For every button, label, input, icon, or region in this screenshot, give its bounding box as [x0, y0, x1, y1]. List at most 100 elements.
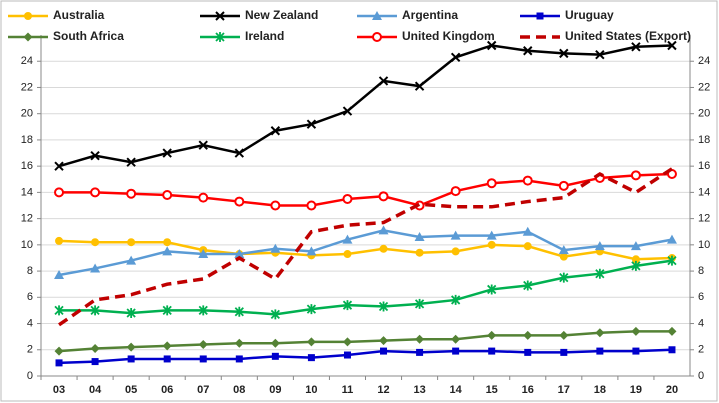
marker: [522, 175, 533, 186]
y2-tick-label: 10: [698, 239, 710, 251]
y2-tick-label: 20: [698, 108, 710, 120]
marker: [91, 358, 99, 366]
legend-label: Australia: [53, 8, 105, 22]
marker: [306, 200, 317, 211]
marker: [234, 148, 245, 158]
marker: [450, 230, 461, 240]
marker: [198, 340, 208, 350]
y-tick-label: 14: [21, 186, 33, 198]
marker: [127, 355, 135, 363]
marker: [126, 308, 136, 319]
y-tick-label: 22: [21, 81, 33, 93]
marker: [54, 305, 64, 316]
marker: [452, 347, 460, 355]
y2-tick-label: 8: [698, 265, 704, 277]
marker: [630, 241, 641, 251]
legend-label: Argentina: [402, 8, 458, 22]
marker: [558, 245, 569, 255]
series-line: [58, 330, 672, 353]
marker: [24, 12, 32, 20]
y2-tick-label: 12: [698, 213, 710, 225]
x-tick-label: 14: [450, 384, 463, 396]
series-line: [58, 348, 673, 365]
marker: [271, 352, 279, 360]
marker: [342, 337, 352, 347]
x-tick-label: 10: [305, 384, 317, 396]
marker: [54, 346, 64, 356]
marker: [487, 330, 497, 340]
y-tick-label: 24: [21, 55, 33, 67]
marker: [414, 231, 425, 241]
marker: [306, 304, 317, 315]
marker: [380, 347, 388, 355]
marker: [523, 242, 532, 251]
y2-tick-label: 22: [698, 81, 710, 93]
x-tick-label: 12: [377, 384, 389, 396]
marker: [90, 187, 101, 198]
x-tick-label: 20: [666, 384, 678, 396]
marker: [523, 330, 533, 340]
marker: [306, 337, 316, 347]
marker: [215, 11, 225, 21]
marker: [270, 126, 281, 136]
marker: [307, 354, 315, 362]
marker: [668, 346, 676, 354]
marker: [163, 238, 172, 247]
series-line: [58, 239, 673, 261]
marker: [378, 76, 389, 86]
marker: [162, 246, 173, 256]
x-tick-label: 13: [413, 384, 425, 396]
marker: [559, 252, 568, 261]
legend-label: New Zealand: [245, 8, 318, 22]
marker: [667, 326, 677, 336]
y-tick-label: 12: [21, 213, 33, 225]
marker: [199, 355, 207, 363]
marker: [416, 348, 424, 356]
marker: [415, 248, 424, 257]
marker: [91, 238, 100, 247]
x-tick-label: 18: [594, 384, 606, 396]
marker: [198, 192, 209, 203]
y-tick-label: 20: [21, 108, 33, 120]
marker: [162, 148, 172, 158]
y-tick-label: 0: [27, 370, 33, 382]
marker: [126, 157, 136, 167]
marker: [631, 326, 641, 336]
marker: [163, 355, 171, 363]
marker: [594, 241, 605, 251]
y2-tick-label: 14: [698, 186, 710, 198]
marker: [162, 190, 173, 201]
y2-tick-label: 24: [698, 55, 710, 67]
x-tick-label: 09: [269, 384, 281, 396]
marker: [342, 193, 353, 204]
marker: [342, 234, 353, 244]
marker: [630, 170, 641, 181]
marker: [486, 178, 497, 189]
marker: [234, 338, 244, 348]
x-tick-label: 04: [89, 384, 102, 396]
x-tick-label: 03: [53, 384, 65, 396]
marker: [560, 348, 568, 356]
marker: [450, 186, 461, 197]
marker: [215, 32, 225, 42]
marker: [90, 343, 100, 353]
marker: [23, 32, 33, 42]
marker: [559, 48, 569, 59]
legend-label: South Africa: [53, 29, 124, 43]
marker: [415, 334, 425, 344]
marker: [270, 243, 281, 253]
marker: [270, 200, 281, 211]
marker: [378, 225, 389, 235]
marker: [666, 234, 677, 244]
marker: [536, 12, 544, 20]
marker: [451, 334, 461, 344]
marker: [162, 341, 172, 351]
marker: [55, 236, 64, 245]
series-line: [58, 229, 673, 277]
marker: [523, 280, 533, 291]
x-tick-label: 05: [125, 384, 137, 396]
y-tick-label: 4: [27, 317, 33, 329]
x-tick-label: 16: [522, 384, 534, 396]
marker: [451, 294, 461, 305]
